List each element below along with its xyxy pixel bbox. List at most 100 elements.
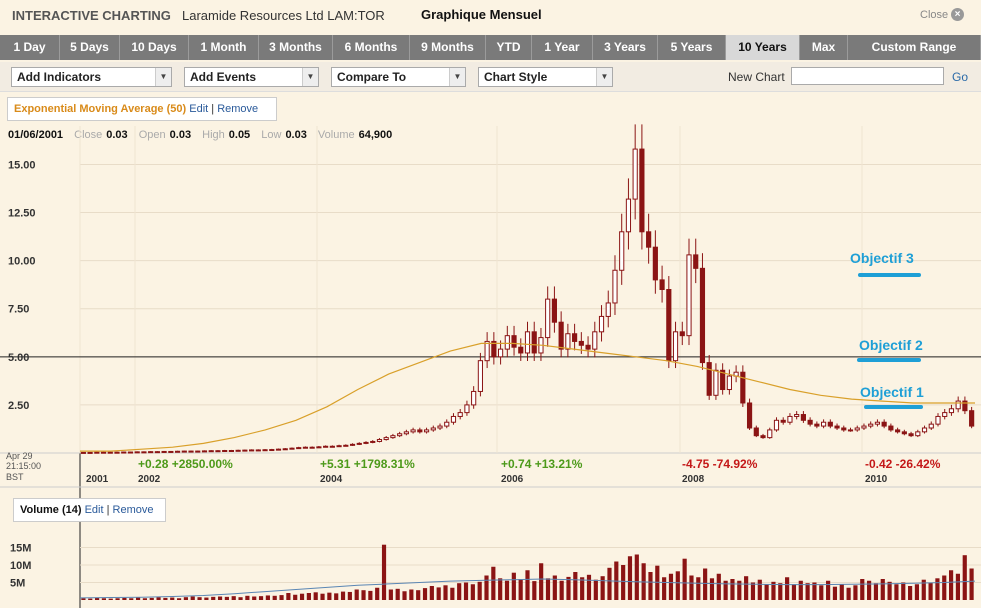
add-events-select[interactable]: Add Events ▼ bbox=[184, 67, 319, 87]
candle bbox=[760, 435, 766, 439]
candle bbox=[780, 419, 786, 423]
close-link[interactable]: Close bbox=[920, 9, 949, 21]
candle bbox=[686, 254, 692, 337]
performance-label: +0.74 +13.21% bbox=[501, 457, 583, 471]
volume-bar bbox=[334, 593, 339, 600]
volume-bar bbox=[566, 576, 571, 600]
candle bbox=[915, 431, 921, 437]
volume-bar bbox=[723, 580, 728, 600]
volume-bar bbox=[395, 588, 400, 600]
candle bbox=[746, 402, 753, 429]
chevron-down-icon: ▼ bbox=[449, 68, 465, 86]
volume-remove-link[interactable]: Remove bbox=[112, 504, 154, 516]
tab-3-years[interactable]: 3 Years bbox=[593, 35, 658, 60]
candle bbox=[188, 450, 194, 453]
volume-edit-link[interactable]: Edit bbox=[84, 504, 104, 516]
candle bbox=[928, 423, 934, 429]
close-icon[interactable]: × bbox=[951, 8, 964, 21]
volume-bar bbox=[204, 597, 209, 600]
tab-1-day[interactable]: 1 Day bbox=[0, 35, 60, 60]
range-tabs: 1 Day 5 Days 10 Days 1 Month 3 Months 6 … bbox=[0, 35, 981, 60]
candle bbox=[585, 344, 591, 350]
volume-bar bbox=[279, 595, 284, 600]
volume-bar bbox=[224, 596, 229, 600]
compare-to-select[interactable]: Compare To ▼ bbox=[331, 67, 466, 87]
candle bbox=[296, 447, 302, 450]
low-value: 0.03 bbox=[285, 129, 307, 141]
candle bbox=[504, 335, 510, 350]
tab-1-month[interactable]: 1 Month bbox=[189, 35, 259, 60]
candle bbox=[94, 451, 100, 454]
volume-bar bbox=[648, 572, 653, 600]
candle bbox=[100, 451, 107, 454]
volume-bar bbox=[183, 597, 188, 600]
tab-10-years[interactable]: 10 Years bbox=[726, 35, 800, 60]
indicator-remove-link[interactable]: Remove bbox=[217, 103, 259, 115]
volume-bar bbox=[962, 555, 967, 600]
x-tick-label: 2001 bbox=[86, 474, 109, 485]
volume-bar bbox=[819, 585, 824, 600]
candle bbox=[672, 331, 679, 362]
volume-bar bbox=[443, 585, 448, 600]
volume-bar bbox=[272, 595, 277, 600]
tab-max[interactable]: Max bbox=[800, 35, 848, 60]
indicator-edit-link[interactable]: Edit bbox=[189, 103, 209, 115]
tab-ytd[interactable]: YTD bbox=[486, 35, 532, 60]
candle bbox=[800, 414, 806, 421]
volume-bar bbox=[894, 584, 899, 600]
candle bbox=[87, 451, 93, 454]
tab-6-months[interactable]: 6 Months bbox=[333, 35, 410, 60]
volume-bar bbox=[354, 589, 359, 600]
new-chart-input[interactable] bbox=[791, 67, 944, 85]
volume-bar bbox=[860, 579, 865, 600]
volume-bar bbox=[730, 579, 735, 600]
candle bbox=[174, 450, 181, 453]
indicator-name: Exponential Moving Average (50) bbox=[14, 103, 187, 115]
add-indicators-label: Add Indicators bbox=[17, 70, 102, 84]
performance-label: -0.42 -26.42% bbox=[865, 457, 941, 471]
go-button[interactable]: Go bbox=[952, 70, 969, 84]
x-tick-label: 2004 bbox=[320, 474, 343, 485]
volume-bar bbox=[935, 578, 940, 600]
tab-5-days[interactable]: 5 Days bbox=[60, 35, 120, 60]
tab-9-months[interactable]: 9 Months bbox=[410, 35, 486, 60]
candle bbox=[484, 340, 490, 362]
candle bbox=[423, 429, 430, 433]
chart-style-select[interactable]: Chart Style ▼ bbox=[478, 67, 613, 87]
candle bbox=[464, 404, 470, 414]
candle bbox=[356, 442, 362, 445]
y-tick-label: 12.50 bbox=[8, 208, 36, 220]
volume-bar bbox=[402, 591, 407, 600]
candle bbox=[598, 315, 605, 333]
volume-bar bbox=[115, 598, 120, 600]
volume-bar bbox=[163, 597, 168, 600]
volume-tick-label: 10M bbox=[10, 560, 31, 572]
candle bbox=[410, 429, 416, 433]
volume-bar bbox=[607, 567, 612, 600]
volume-bar bbox=[457, 583, 462, 600]
tab-1-year[interactable]: 1 Year bbox=[532, 35, 593, 60]
candle bbox=[195, 450, 201, 453]
candle bbox=[814, 423, 820, 427]
tab-10-days[interactable]: 10 Days bbox=[120, 35, 189, 60]
volume-bar bbox=[190, 596, 195, 600]
add-indicators-select[interactable]: Add Indicators ▼ bbox=[11, 67, 172, 87]
tab-5-years[interactable]: 5 Years bbox=[658, 35, 726, 60]
candle bbox=[753, 427, 759, 437]
candle bbox=[397, 433, 403, 437]
candle bbox=[551, 298, 558, 323]
volume-bar bbox=[231, 596, 236, 600]
candle bbox=[450, 415, 457, 423]
volume-bar bbox=[880, 579, 885, 600]
candle bbox=[511, 335, 517, 348]
close-value: 0.03 bbox=[106, 129, 128, 141]
volume-bar bbox=[293, 594, 298, 600]
volume-bar bbox=[552, 575, 557, 600]
candle bbox=[868, 423, 874, 427]
tab-3-months[interactable]: 3 Months bbox=[259, 35, 333, 60]
volume-bar bbox=[156, 597, 161, 600]
candle bbox=[605, 302, 611, 317]
candle bbox=[639, 148, 645, 233]
